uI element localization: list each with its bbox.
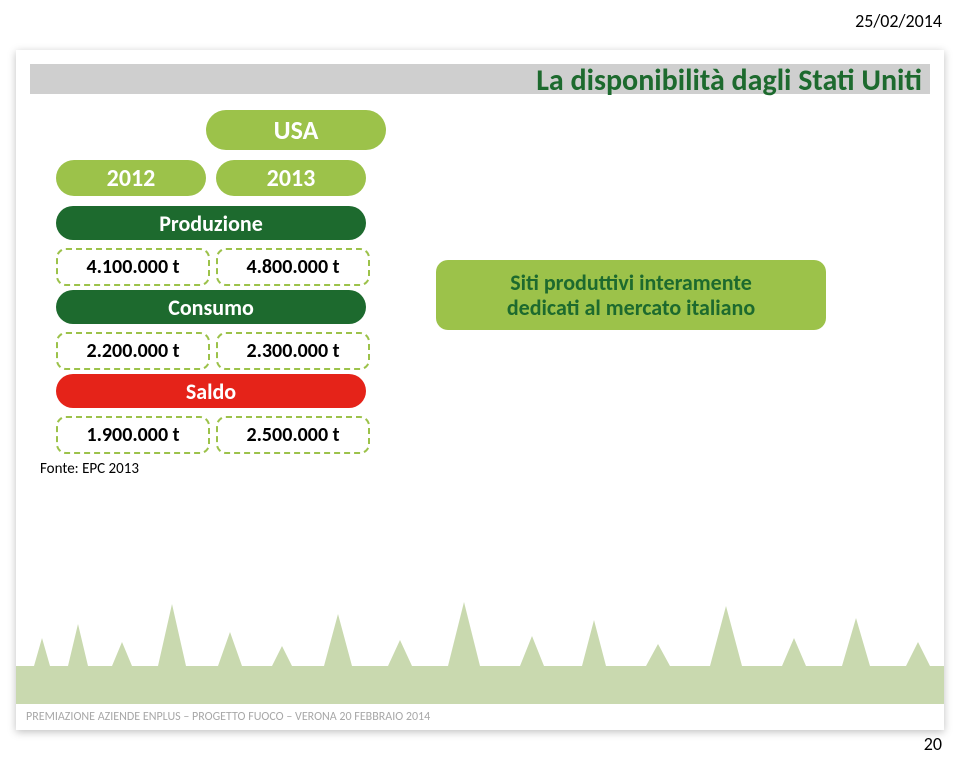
year-2013-pill: 2013 xyxy=(216,160,366,196)
produzione-2012-value: 4.100.000 t xyxy=(56,248,210,286)
slide-title: La disponibilità dagli Stati Uniti xyxy=(536,62,922,99)
page-number: 20 xyxy=(924,733,942,755)
callout-box: Siti produttivi interamente dedicati al … xyxy=(436,260,826,330)
page-date: 25/02/2014 xyxy=(855,10,942,32)
section-consumo-pill: Consumo xyxy=(56,290,366,324)
callout-line1: Siti produttivi interamente xyxy=(510,270,752,295)
consumo-2012-value: 2.200.000 t xyxy=(56,332,210,370)
consumo-2013-value: 2.300.000 t xyxy=(216,332,370,370)
footer-text: PREMIAZIONE AZIENDE ENPLUS – PROGETTO FU… xyxy=(26,710,430,724)
usa-label-pill: USA xyxy=(206,110,386,150)
section-produzione-pill: Produzione xyxy=(56,206,366,240)
section-saldo-pill: Saldo xyxy=(56,374,366,408)
trees-silhouette xyxy=(16,594,944,704)
slide: La disponibilità dagli Stati Uniti USA 2… xyxy=(16,50,944,730)
saldo-2013-value: 2.500.000 t xyxy=(216,416,370,454)
source-text: Fonte: EPC 2013 xyxy=(40,460,139,478)
callout-line2: dedicati al mercato italiano xyxy=(507,295,755,320)
year-2012-pill: 2012 xyxy=(56,160,206,196)
produzione-2013-value: 4.800.000 t xyxy=(216,248,370,286)
saldo-2012-value: 1.900.000 t xyxy=(56,416,210,454)
